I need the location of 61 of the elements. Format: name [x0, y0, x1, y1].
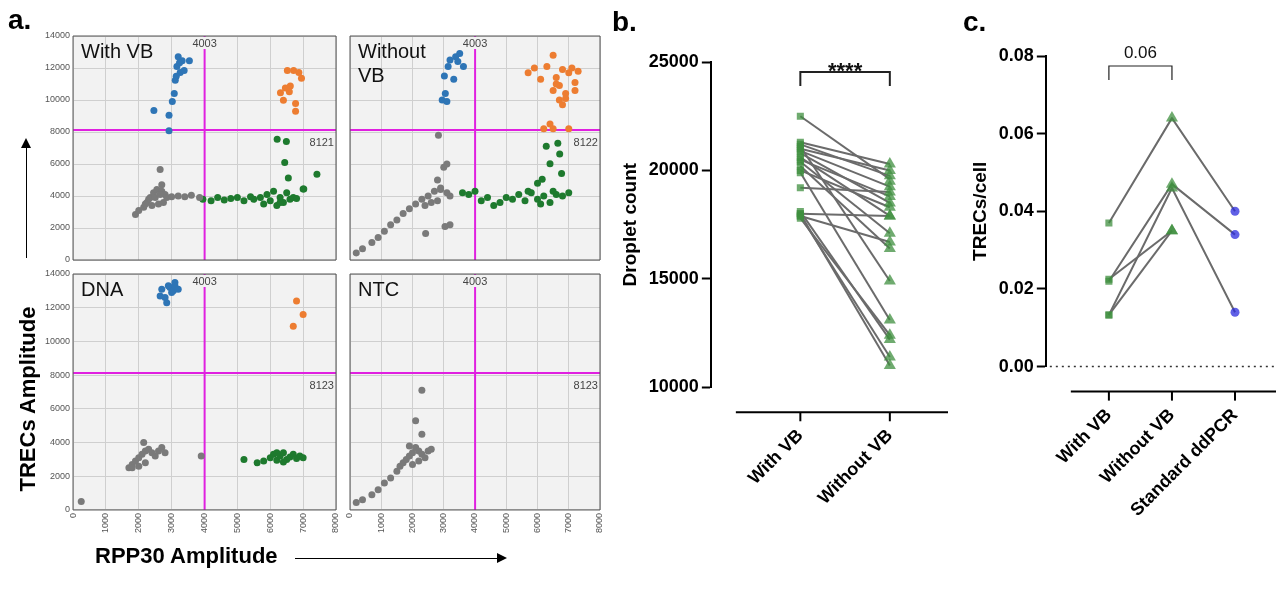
- y-tick-label: 15000: [648, 267, 699, 288]
- annotation: 0.06: [1123, 43, 1157, 62]
- text: a.: [8, 4, 32, 36]
- y-tick-label: 0: [65, 254, 71, 265]
- x-tick-label: 0: [344, 512, 355, 518]
- x-tick-label: 4000: [199, 512, 209, 534]
- ref-line-label: 8122: [573, 136, 598, 149]
- text: Without VB: [358, 39, 427, 87]
- y-tick-label: 6000: [50, 158, 71, 169]
- x-tick-label: 3000: [438, 512, 449, 534]
- y-tick-label: 10000: [45, 94, 71, 105]
- x-tick-label: With VB: [743, 425, 807, 488]
- chart-title: With VB: [81, 39, 155, 63]
- x-tick-label: 2000: [406, 512, 417, 534]
- x-tick-label: 5000: [231, 512, 242, 534]
- ref-line-label: 4003: [192, 37, 217, 49]
- y-tick-label: 4000: [50, 190, 71, 201]
- x-tick-label: 1000: [100, 512, 111, 534]
- ref-line-label: 8121: [309, 136, 334, 149]
- y-tick-label: 25000: [648, 50, 699, 71]
- ref-line-label: 4003: [462, 275, 488, 287]
- y-tick-label: 14000: [45, 30, 71, 41]
- x-tick-label: 4000: [469, 512, 480, 534]
- ref-line-label: 8123: [309, 379, 334, 392]
- ref-line-label: 8123: [573, 379, 598, 392]
- y-tick-label: 2000: [50, 470, 71, 481]
- x-tick-label: 6000: [264, 512, 275, 534]
- x-tick-label: 5000: [500, 512, 511, 534]
- y-tick-label: 20000: [648, 159, 699, 180]
- annotation: ****: [827, 58, 863, 83]
- y-tick-label: 10000: [45, 335, 71, 346]
- y-tick-label: 10000: [648, 376, 699, 397]
- y-tick-label: 14000: [45, 268, 71, 279]
- x-tick-label: 6000: [531, 512, 542, 534]
- y-tick-label: 0.04: [998, 200, 1034, 221]
- x-tick-label: 7000: [297, 512, 308, 534]
- y-tick-label: 2000: [50, 222, 71, 233]
- chart-title: NTC: [358, 277, 401, 301]
- chart-title: DNA: [81, 277, 125, 301]
- x-tick-label: 3000: [166, 512, 177, 534]
- y-axis-title: TRECs Amplitude: [15, 305, 41, 494]
- y-tick-label: 0.06: [998, 122, 1034, 143]
- x-tick-label: 8000: [594, 512, 605, 534]
- ref-line-label: 4003: [192, 275, 217, 287]
- y-tick-label: 0.08: [998, 44, 1034, 65]
- ref-line-label: 4003: [462, 37, 488, 49]
- y-tick-label: 8000: [50, 369, 71, 380]
- text: c.: [963, 6, 987, 38]
- x-tick-label: 8000: [330, 512, 341, 534]
- y-axis-title: TRECs/cell: [968, 161, 990, 261]
- x-tick-label: 1000: [375, 512, 386, 534]
- y-tick-label: 0.00: [998, 355, 1034, 376]
- x-tick-label: 2000: [133, 512, 144, 534]
- x-tick-label: 7000: [563, 512, 574, 534]
- y-axis-title: Droplet count: [618, 162, 640, 287]
- y-tick-label: 12000: [45, 62, 71, 73]
- y-tick-label: 12000: [45, 302, 71, 313]
- y-tick-label: 0.02: [998, 277, 1034, 298]
- text: b.: [612, 6, 637, 38]
- y-tick-label: 8000: [50, 126, 71, 137]
- x-axis-title: RPP30 Amplitude: [95, 543, 278, 569]
